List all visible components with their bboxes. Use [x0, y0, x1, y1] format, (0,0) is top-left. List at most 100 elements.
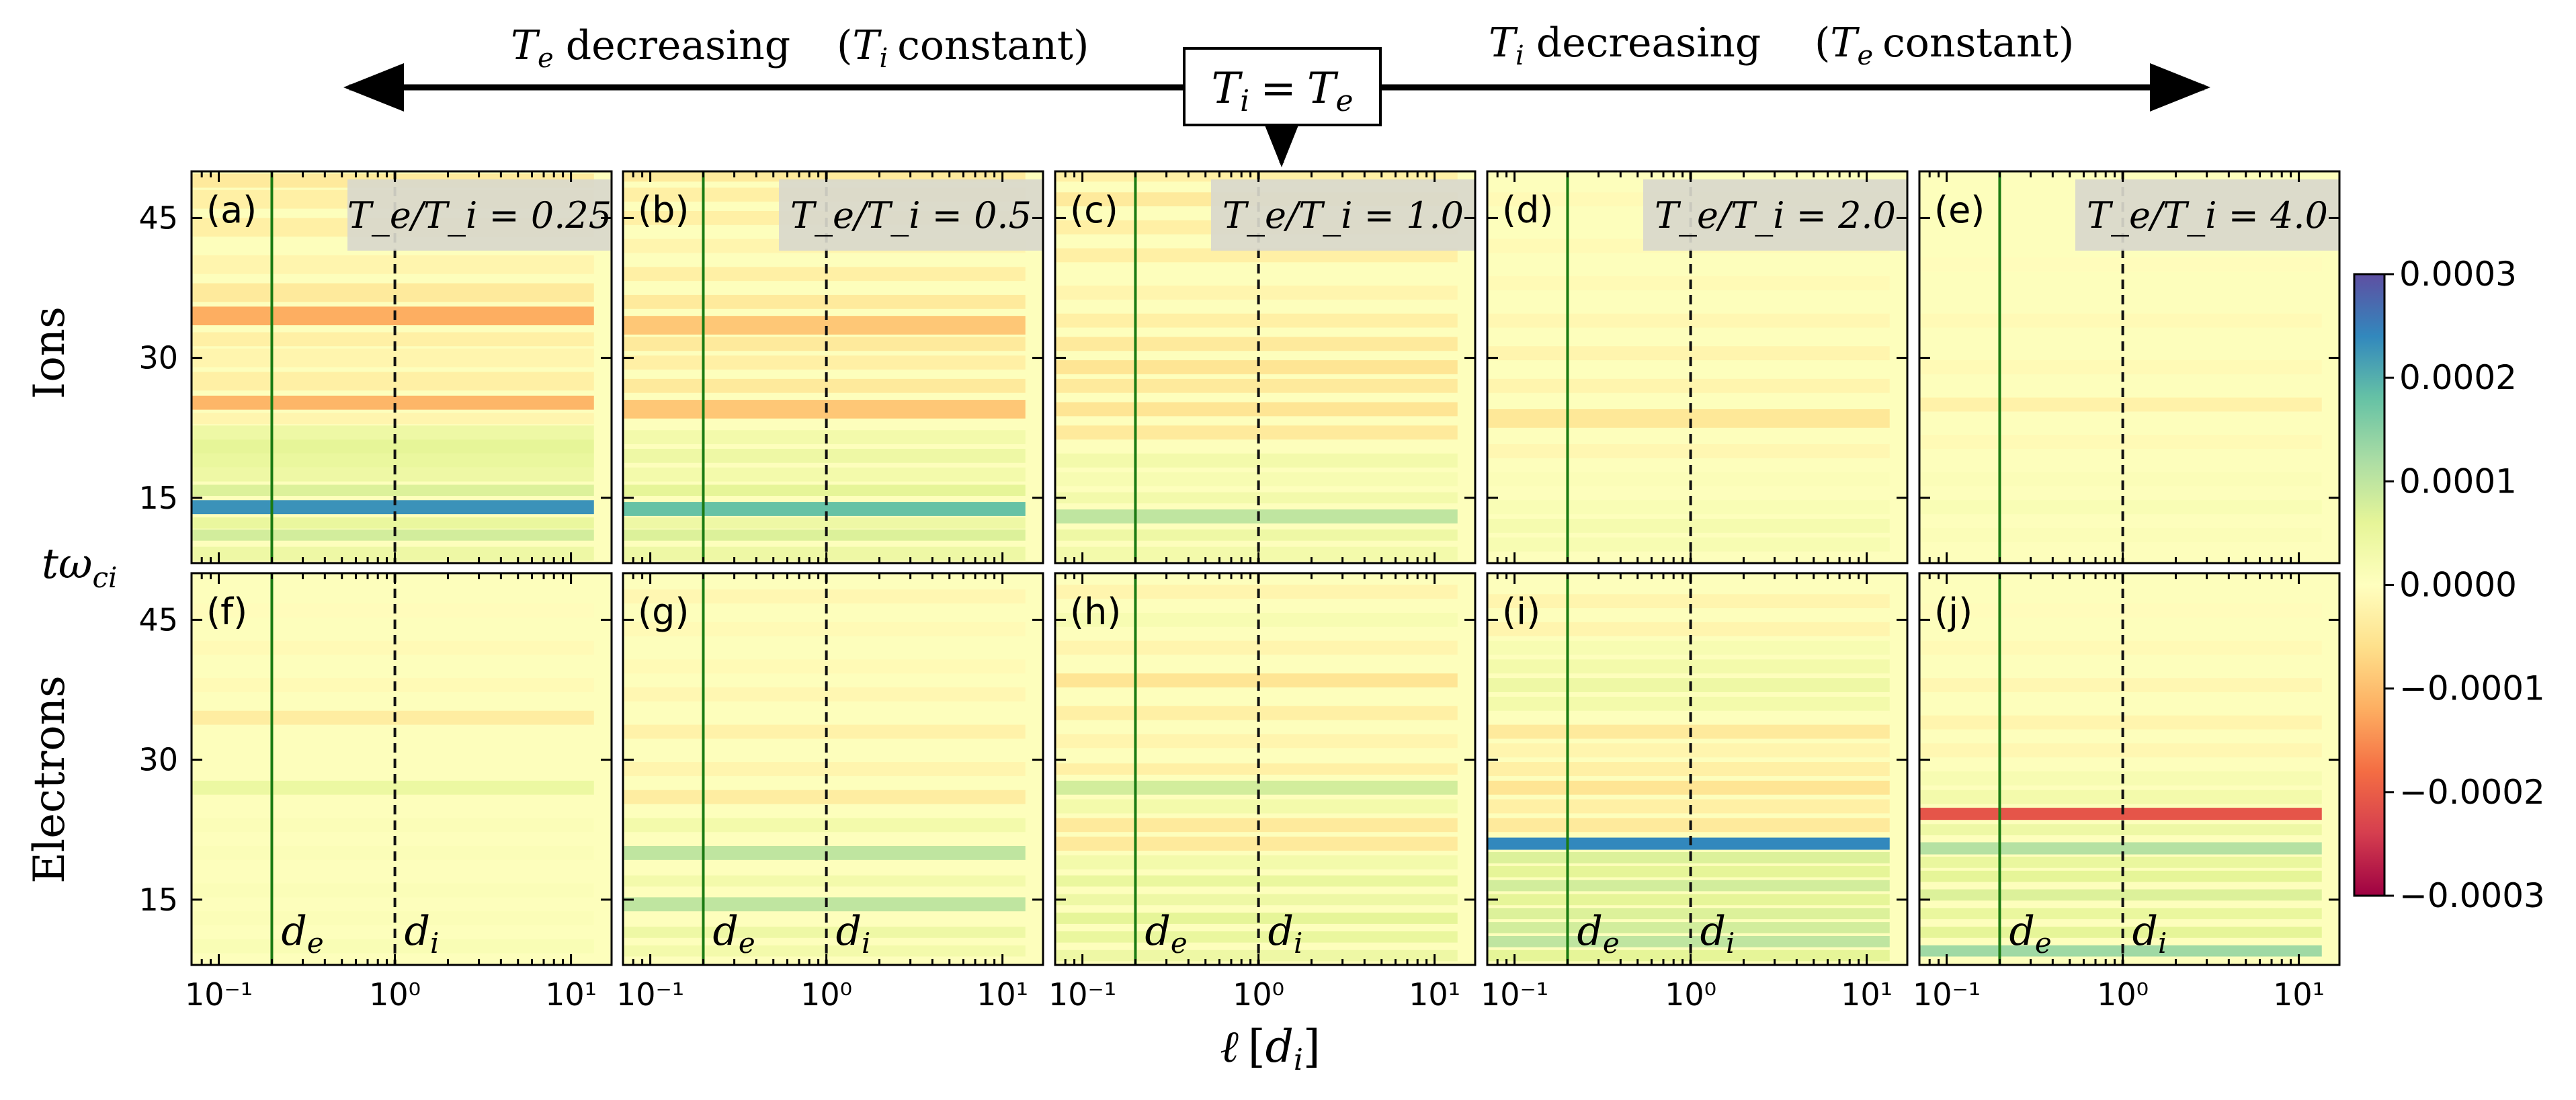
vline-label-d_e: de [1145, 908, 1187, 960]
heatmap-band [623, 897, 1026, 912]
heatmap-band [1055, 472, 1458, 486]
y-tick-label: 30 [138, 742, 178, 778]
heatmap-band [623, 355, 1026, 370]
heatmap-band [1055, 492, 1458, 504]
heatmap-band [1487, 949, 1890, 962]
heatmap-band [1055, 763, 1458, 775]
heatmap-band [1055, 949, 1458, 962]
heatmap-band [1919, 856, 2322, 868]
heatmap-band [192, 743, 594, 758]
heatmap-band [623, 467, 1026, 482]
heatmap-band [623, 378, 1026, 393]
heatmap-band [192, 372, 594, 391]
ratio-box [1643, 179, 1907, 251]
panel-letter: (c) [1070, 189, 1118, 231]
heatmap-band [1487, 852, 1890, 863]
panel-b: T_e/T_i = 0.5 (b) [622, 170, 1044, 564]
panel-frame [1486, 170, 1909, 564]
heatmap-band [1487, 659, 1890, 674]
y-axis-label: tωci [42, 539, 117, 594]
heatmap-band [1487, 908, 1890, 919]
panel-h: (h) de di 10⁻¹ 10⁰ 10¹ [1048, 572, 1477, 1013]
heatmap-band [1919, 842, 2322, 855]
header-right-label: Ti decreasing [1489, 19, 1761, 71]
x-tick-label: 10⁻¹ [1481, 976, 1548, 1013]
heatmap-band [192, 467, 594, 482]
heatmap-band [1055, 875, 1458, 887]
heatmap-band [192, 453, 594, 468]
panel-letter: (b) [638, 189, 689, 231]
heatmap-band [1055, 360, 1458, 374]
x-tick-label: 10⁰ [369, 976, 421, 1013]
heatmap-band [1487, 894, 1890, 906]
panel-letter: (d) [1502, 189, 1553, 231]
x-tick-label: 10⁻¹ [1048, 976, 1116, 1013]
heatmap-band [623, 448, 1026, 463]
colorbar-tick-label: 0.0000 [2399, 566, 2517, 605]
heatmap-band [1487, 594, 1890, 609]
x-tick-label: 10¹ [545, 976, 597, 1013]
heatmap-band [1487, 346, 1890, 361]
heatmap-band [1487, 696, 1890, 711]
x-tick-label: 10¹ [1409, 976, 1460, 1013]
colorbar-tick-label: −0.0002 [2399, 773, 2545, 812]
y-tick-label: 15 [138, 882, 178, 918]
heatmap-band [1919, 603, 2322, 618]
heatmap-band [1487, 724, 1890, 739]
heatmap-band [1487, 743, 1890, 758]
heatmap-band [623, 337, 1026, 351]
heatmap-band [1919, 824, 2322, 836]
panel-background [1919, 573, 2339, 965]
panel-letter: (e) [1934, 189, 1985, 231]
heatmap-band [1055, 313, 1458, 328]
center-box [1183, 47, 1382, 126]
heatmap-band [192, 283, 594, 302]
heatmap-band [623, 945, 1026, 957]
heatmap-band [1487, 537, 1890, 552]
heatmap-band [192, 846, 594, 860]
heatmap-band [1487, 922, 1890, 933]
heatmap-band [1919, 678, 2322, 692]
header-right-paren: (Te constant) [1815, 19, 2074, 71]
panel-frame [1918, 572, 2341, 966]
heatmap-band [623, 762, 1026, 776]
heatmap-band [1487, 762, 1890, 776]
heatmap-band [1487, 935, 1890, 947]
heatmap-band [1487, 640, 1890, 655]
heatmap-band [192, 911, 594, 926]
panel-letter: (i) [1502, 591, 1540, 633]
heatmap-band [1055, 894, 1458, 906]
heatmap-band [1919, 771, 2322, 786]
heatmap-band [192, 500, 594, 515]
heatmap-band [1919, 870, 2322, 882]
heatmap-band [1055, 378, 1458, 393]
heatmap-band [192, 780, 594, 795]
heatmap-band [1055, 855, 1458, 870]
heatmap-band [1055, 818, 1458, 833]
heatmap-band [1919, 472, 2322, 486]
colorbar-tick-label: 0.0001 [2399, 462, 2517, 501]
heatmap-band [1055, 780, 1458, 795]
heatmap-band [1919, 397, 2322, 412]
vline-label-d_e: de [712, 908, 755, 960]
panel-letter: (h) [1070, 591, 1121, 633]
heatmap-band [1055, 585, 1458, 599]
panel-d: T_e/T_i = 2.0 (d) [1486, 170, 1909, 564]
x-tick-label: 10¹ [1841, 976, 1893, 1013]
heatmap-band [1055, 931, 1458, 943]
heatmap-band [1055, 171, 1458, 182]
heatmap-band [192, 546, 594, 561]
heatmap-band [192, 710, 594, 725]
ratio-label: T_e/T_i = 4.0 [2087, 194, 2328, 237]
panel-frame [1918, 170, 2341, 564]
panel-frame [190, 170, 613, 564]
heatmap-band [192, 348, 594, 368]
heatmap-band [192, 413, 594, 425]
panel-i: (i) de di 10⁻¹ 10⁰ 10¹ [1481, 572, 1909, 1013]
x-axis-label: ℓ [di] [1220, 1021, 1320, 1077]
ratio-box [779, 179, 1043, 251]
ratio-label: T_e/T_i = 1.0 [1222, 194, 1464, 237]
colorbar-tick-label: −0.0001 [2399, 669, 2545, 708]
heatmap-band [1055, 734, 1458, 749]
